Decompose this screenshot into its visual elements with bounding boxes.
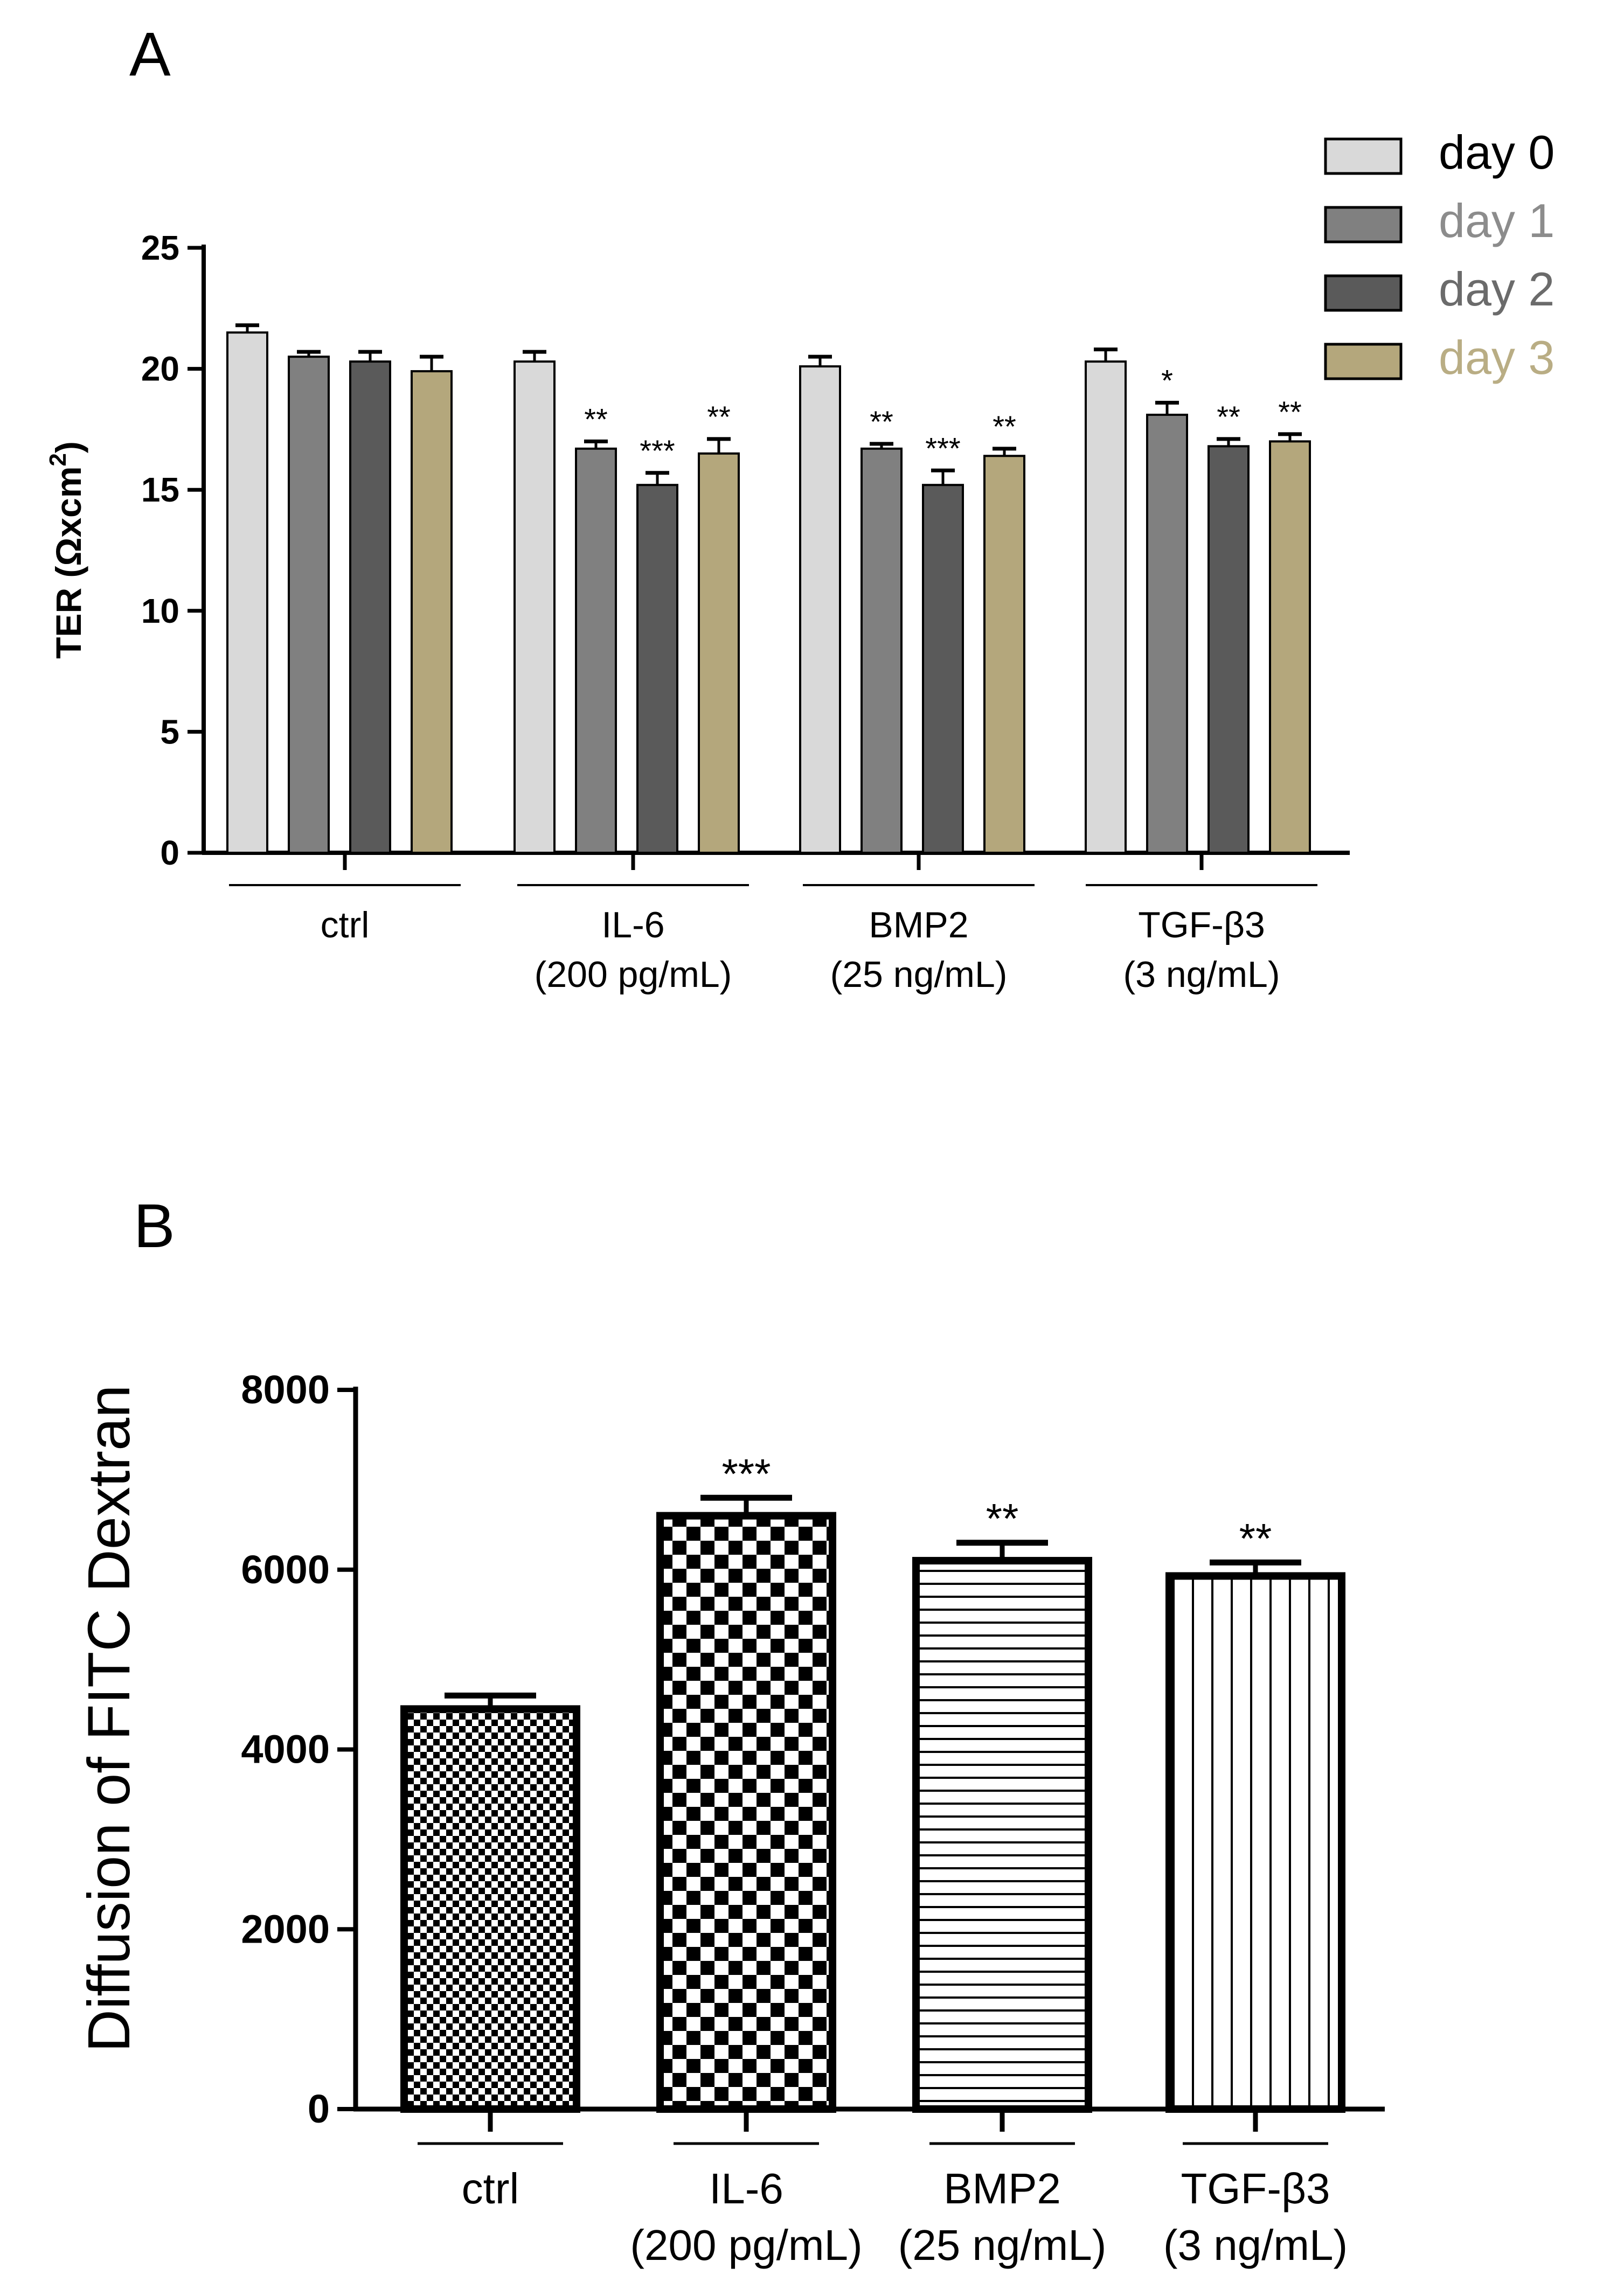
bar	[400, 1705, 580, 2113]
y-tick-label: 6000	[241, 1547, 330, 1592]
y-axis-label: TER (Ωxcm2)	[45, 441, 88, 659]
y-tick-label: 0	[160, 833, 179, 872]
y-tick-label: 0	[308, 2086, 330, 2131]
legend-swatch	[1324, 137, 1403, 175]
y-axis-label-superscript: 2	[45, 453, 71, 466]
significance-label: **	[1278, 395, 1302, 429]
panel-b-letter: B	[134, 1192, 175, 1261]
significance-label: **	[1239, 1514, 1272, 1562]
bar	[912, 1557, 1092, 2113]
y-axis-label: Diffusion of FITC Dextran	[76, 1385, 142, 2053]
x-tick-label: BMP2	[869, 905, 968, 945]
significance-label: **	[986, 1495, 1019, 1542]
y-tick-label: 5	[160, 712, 179, 751]
x-tick-label: (25 ng/mL)	[898, 2221, 1107, 2269]
x-tick-label: (200 pg/mL)	[630, 2221, 862, 2269]
bar	[513, 360, 556, 854]
bar	[349, 360, 391, 854]
panel-a-letter: A	[129, 20, 171, 89]
x-tick-label: (3 ng/mL)	[1123, 954, 1280, 995]
y-tick-label: 2000	[241, 1907, 330, 1951]
significance-label: **	[993, 409, 1016, 443]
bar	[656, 1512, 836, 2113]
bar	[226, 331, 268, 854]
legend-swatch	[1324, 274, 1403, 312]
bar	[922, 484, 964, 854]
legend-label: day 0	[1439, 126, 1555, 179]
y-tick-label: 25	[141, 228, 179, 267]
chart-b: 0 2000 4000 6000 8000 Diffusion of FITC Dextr…	[76, 1367, 1385, 2269]
x-tick-label: ctrl	[321, 905, 370, 945]
legend-swatch	[1324, 206, 1403, 243]
x-tick-label: (25 ng/mL)	[830, 954, 1008, 995]
y-tick-label: 8000	[241, 1367, 330, 1412]
bar	[1085, 360, 1127, 854]
bar	[575, 447, 617, 854]
y-tick-label: 10	[141, 592, 179, 630]
y-tick-label: 4000	[241, 1727, 330, 1772]
x-tick-label: TGF-β3	[1181, 2165, 1330, 2212]
bar	[288, 356, 330, 854]
bar	[1165, 1572, 1345, 2113]
significance-label: ***	[925, 431, 960, 465]
significance-label: ***	[721, 1450, 771, 1497]
bar	[698, 452, 740, 854]
legend-label: day 3	[1439, 331, 1555, 384]
x-tick-label: ctrl	[462, 2165, 519, 2212]
x-tick-label: IL-6	[709, 2165, 783, 2212]
x-tick-label: TGF-β3	[1138, 905, 1265, 945]
significance-label: ***	[640, 434, 675, 468]
bar	[1208, 445, 1250, 854]
y-axis-label-main: TER (Ωxcm	[48, 467, 88, 659]
x-tick-label: (200 pg/mL)	[535, 954, 732, 995]
y-tick-label: 20	[141, 350, 179, 388]
significance-label: **	[707, 400, 731, 434]
legend-label: day 1	[1439, 194, 1555, 247]
legend-label: day 2	[1439, 262, 1555, 316]
legend-swatch	[1324, 343, 1403, 380]
bar	[1146, 413, 1188, 854]
significance-label: **	[584, 402, 608, 436]
significance-label: *	[1161, 363, 1173, 397]
x-tick-label: IL-6	[601, 905, 664, 945]
bar	[983, 455, 1025, 854]
significance-label: **	[870, 405, 893, 439]
bar	[636, 484, 678, 854]
bar	[1269, 440, 1311, 854]
x-tick-label: BMP2	[943, 2165, 1061, 2212]
bar	[799, 365, 841, 854]
bar	[411, 370, 453, 854]
significance-label: **	[1217, 400, 1240, 434]
y-axis-label-end: )	[48, 441, 88, 453]
bar	[861, 447, 903, 854]
x-tick-label: (3 ng/mL)	[1163, 2221, 1348, 2269]
y-tick-label: 15	[141, 470, 179, 509]
